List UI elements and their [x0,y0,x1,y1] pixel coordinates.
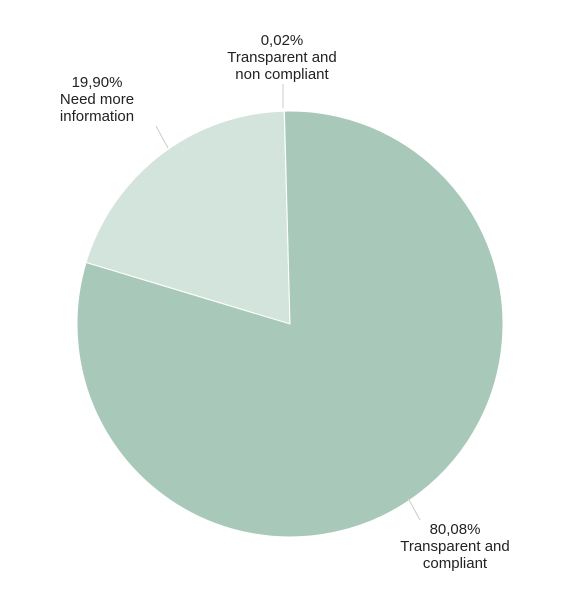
pie-slice [85,110,291,325]
value-label: 19,90% [71,74,123,91]
category-label: Transparent and non compliant [227,49,337,83]
slice-label: 19,90% Need more information [22,74,172,125]
category-label: Need more information [59,91,135,125]
slice-label: 0,02% Transparent and non compliant [207,32,357,83]
value-label: 0,02% [260,32,304,49]
leader-line [407,497,421,521]
pie-slice [76,110,504,538]
value-label: 80,08% [429,521,481,538]
leader-line [155,125,169,149]
slice-label: 80,08% Transparent and compliant [380,521,530,572]
category-label: Transparent and compliant [400,538,510,572]
